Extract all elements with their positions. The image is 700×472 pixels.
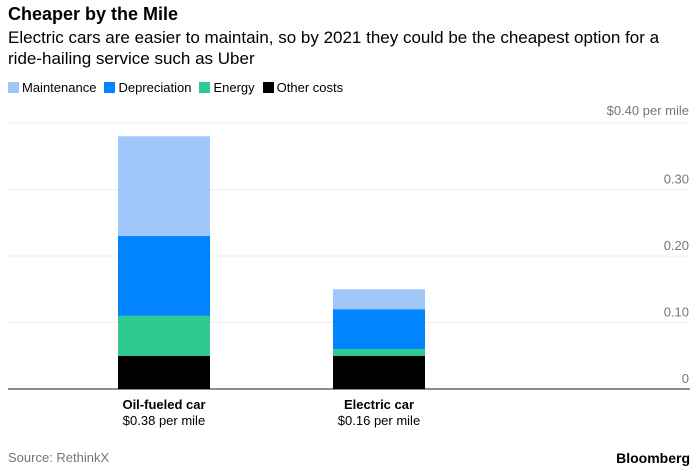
legend-label: Energy: [213, 80, 255, 95]
y-tick-label: 0.30: [664, 172, 689, 187]
legend-label: Maintenance: [22, 80, 97, 95]
legend-item: Maintenance: [8, 80, 96, 95]
bar-segment-depreciation: [118, 236, 210, 316]
source-note: Source: RethinkX: [8, 450, 110, 465]
category-label: Electric car: [344, 397, 414, 412]
y-tick-label: 0: [682, 371, 689, 386]
bar-segment-other-costs: [118, 355, 210, 389]
legend: Maintenance Depreciation Energy Other costs: [8, 80, 343, 95]
y-tick-label: 0.20: [664, 238, 689, 253]
category-label: Oil-fueled car: [122, 397, 205, 412]
legend-swatch: [8, 82, 19, 93]
bar-segment-energy: [333, 349, 425, 356]
bar-segment-depreciation: [333, 309, 425, 350]
chart-subtitle: Electric cars are easier to maintain, so…: [8, 28, 660, 68]
legend-item: Depreciation: [104, 80, 191, 95]
bar-segment-energy: [118, 315, 210, 356]
legend-label: Depreciation: [118, 80, 192, 95]
legend-swatch: [199, 82, 211, 93]
legend-label: Other costs: [276, 80, 344, 95]
category-sublabel: $0.38 per mile: [123, 413, 205, 428]
legend-item: Other costs: [262, 80, 344, 95]
bar-segment-other-costs: [333, 355, 425, 389]
category-sublabel: $0.16 per mile: [338, 413, 420, 428]
bar-segment-maintenance: [118, 136, 210, 237]
bar-segment-maintenance: [333, 289, 425, 310]
legend-swatch: [104, 82, 116, 93]
y-tick-label: 0.10: [664, 305, 689, 320]
legend-item: Energy: [199, 80, 255, 95]
bloomberg-logo: Bloomberg: [616, 450, 690, 466]
chart-title: Cheaper by the Mile: [8, 4, 179, 24]
y-tick-label: $0.40 per mile: [607, 103, 689, 118]
legend-swatch: [262, 82, 274, 93]
